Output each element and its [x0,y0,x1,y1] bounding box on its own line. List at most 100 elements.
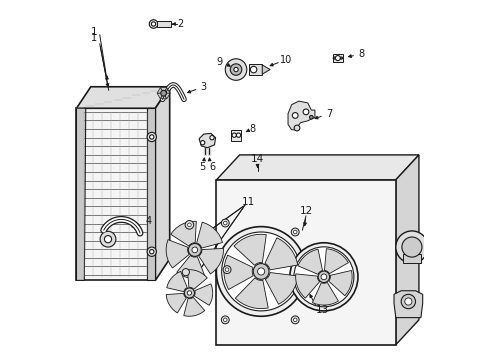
Polygon shape [157,22,171,27]
Text: 10: 10 [280,55,292,65]
Circle shape [290,243,358,311]
Circle shape [161,90,167,96]
Circle shape [151,22,156,26]
Text: 4: 4 [145,216,151,226]
Polygon shape [194,284,213,305]
Circle shape [402,237,422,257]
Circle shape [291,316,299,324]
Polygon shape [76,87,170,108]
Text: 1: 1 [91,27,98,37]
Circle shape [236,133,241,137]
Circle shape [294,247,354,307]
Circle shape [149,249,154,254]
Polygon shape [324,249,348,274]
Circle shape [293,113,298,118]
Circle shape [230,64,242,75]
Text: 11: 11 [242,197,255,207]
Circle shape [405,298,412,305]
Circle shape [223,221,227,225]
Polygon shape [160,87,167,93]
Polygon shape [333,54,343,62]
Text: 9: 9 [217,57,223,67]
Circle shape [147,247,156,256]
Text: 14: 14 [251,154,264,164]
Polygon shape [395,155,419,345]
Circle shape [192,247,197,253]
Text: 1: 1 [91,33,98,43]
Text: 8: 8 [250,124,256,134]
Polygon shape [248,64,262,75]
Text: 8: 8 [359,49,365,59]
Circle shape [147,132,156,141]
Polygon shape [147,108,155,280]
Circle shape [149,20,158,28]
Text: 2: 2 [177,19,184,29]
Polygon shape [295,274,319,298]
Circle shape [250,66,257,73]
Polygon shape [157,93,164,99]
Polygon shape [224,255,253,289]
Circle shape [223,318,227,321]
Circle shape [182,269,190,276]
Polygon shape [199,248,223,274]
Circle shape [310,116,313,119]
Polygon shape [184,297,205,316]
Circle shape [258,268,265,275]
Polygon shape [76,108,155,280]
Polygon shape [235,278,268,309]
Circle shape [187,291,192,295]
Polygon shape [166,293,187,313]
Polygon shape [394,291,423,318]
Polygon shape [265,238,298,270]
Circle shape [221,316,229,324]
Polygon shape [187,270,207,289]
Polygon shape [298,249,322,274]
Circle shape [291,228,299,236]
Polygon shape [160,93,167,99]
Circle shape [335,55,341,60]
Polygon shape [177,256,205,279]
Polygon shape [199,134,216,148]
Polygon shape [167,271,187,292]
Circle shape [221,232,300,311]
Polygon shape [164,93,170,99]
Polygon shape [76,108,86,280]
Circle shape [216,226,306,316]
Text: 7: 7 [326,109,332,119]
Circle shape [223,266,231,274]
Circle shape [234,67,238,72]
Polygon shape [403,254,421,263]
Polygon shape [171,221,196,246]
Text: 13: 13 [316,305,329,315]
Circle shape [294,230,297,234]
Circle shape [184,288,195,298]
Circle shape [232,133,236,137]
Polygon shape [196,222,222,248]
Circle shape [221,219,229,227]
Circle shape [210,135,214,140]
Circle shape [401,294,416,309]
Circle shape [303,109,309,115]
Circle shape [225,268,229,271]
Circle shape [104,235,112,243]
Polygon shape [262,65,270,74]
Circle shape [318,271,330,283]
Polygon shape [164,87,170,93]
Circle shape [341,57,343,59]
Circle shape [200,140,205,145]
Polygon shape [166,240,189,268]
Circle shape [321,274,327,280]
Circle shape [100,231,116,247]
Text: 5: 5 [199,162,205,172]
Polygon shape [329,270,352,296]
Circle shape [294,318,297,321]
Polygon shape [216,155,419,180]
Circle shape [294,125,300,131]
Polygon shape [155,87,170,280]
Polygon shape [266,273,298,304]
Text: 12: 12 [300,206,313,216]
Polygon shape [313,282,339,305]
Polygon shape [157,87,164,93]
Circle shape [253,264,269,279]
Circle shape [188,243,201,256]
